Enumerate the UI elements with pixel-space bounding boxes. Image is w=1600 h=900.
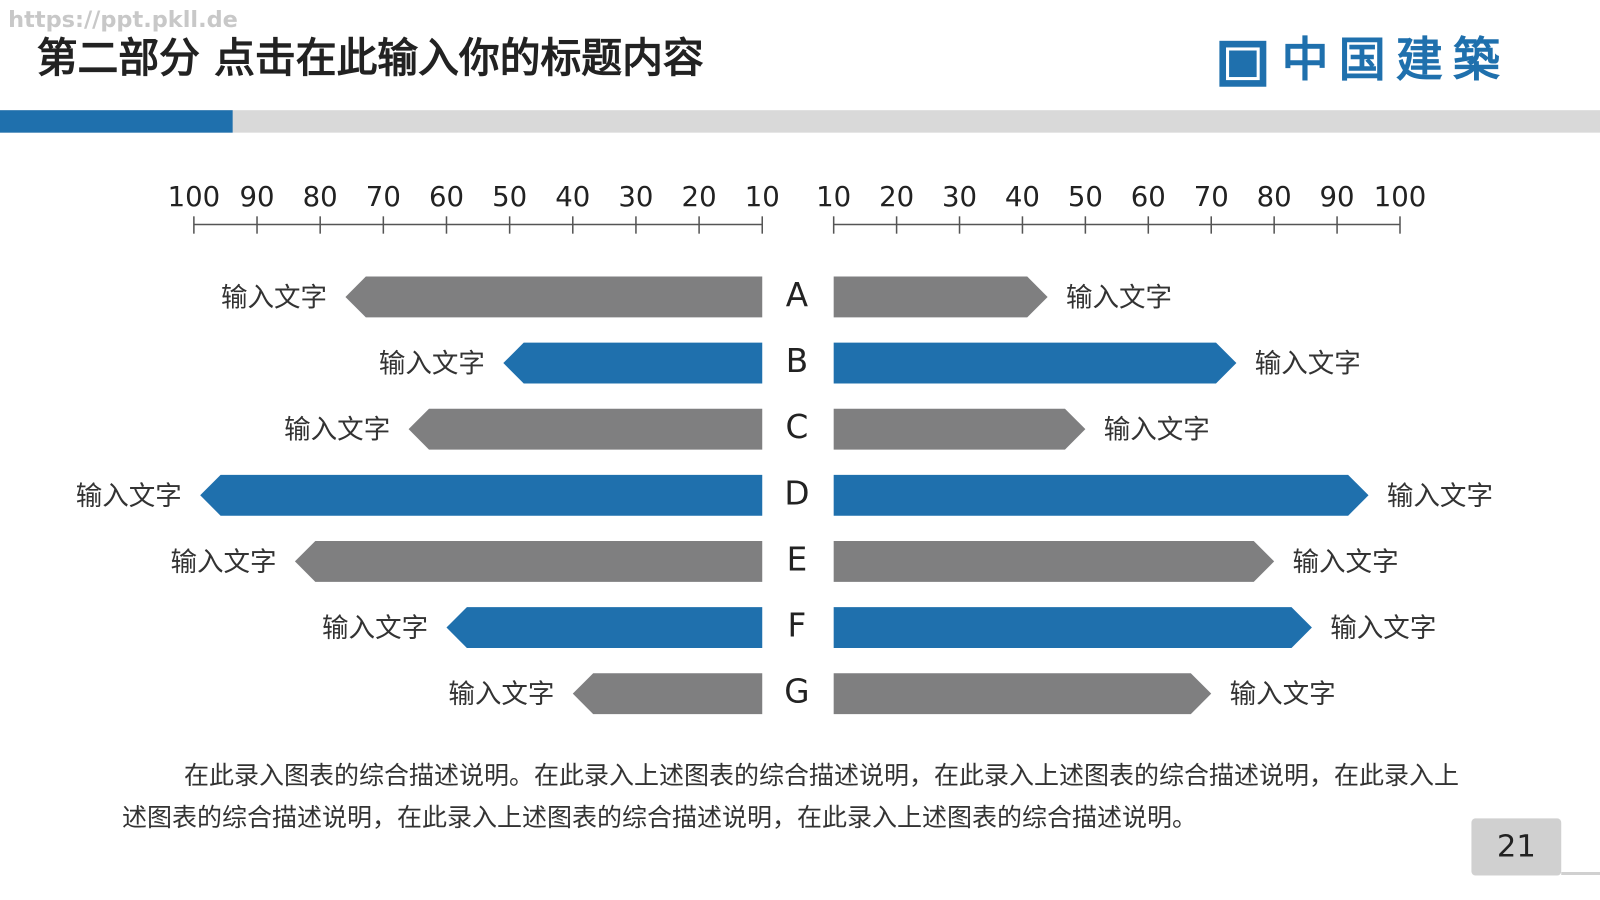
x-tick-label: 100	[1374, 181, 1427, 213]
bar-label: 输入文字	[76, 481, 182, 512]
bar	[408, 408, 763, 450]
x-tick-label: 30	[618, 181, 653, 213]
bar-label: 输入文字	[1230, 679, 1336, 710]
page-number-box	[1471, 818, 1562, 876]
header-band	[0, 110, 1600, 133]
category-label: B	[786, 342, 808, 380]
category-label: C	[786, 408, 809, 446]
bar	[833, 408, 1086, 450]
bar-label: 输入文字	[379, 349, 485, 380]
page-number: 21	[1497, 829, 1536, 864]
x-tick-label: 10	[745, 181, 780, 213]
bar	[833, 607, 1312, 648]
x-tick-label: 70	[1194, 181, 1229, 213]
x-tick-label: 40	[555, 181, 590, 213]
bar	[833, 474, 1369, 516]
watermark: https://ppt.pkll.de	[8, 7, 238, 33]
bar-label: 输入文字	[1293, 547, 1399, 578]
x-tick-label: 100	[168, 181, 221, 213]
x-tick-label: 20	[682, 181, 717, 213]
bar	[345, 276, 763, 318]
header-accent	[0, 110, 233, 133]
bar-label: 输入文字	[1066, 282, 1172, 313]
x-tick-label: 90	[239, 181, 274, 213]
category-label: A	[786, 276, 809, 314]
bar	[503, 342, 763, 384]
x-tick-label: 40	[1005, 181, 1040, 213]
bar-label: 输入文字	[170, 547, 276, 578]
slide-title: 第二部分 点击在此输入你的标题内容	[37, 34, 704, 82]
category-label: F	[788, 607, 807, 645]
bar	[572, 673, 763, 715]
x-tick-label: 10	[816, 181, 851, 213]
bar	[446, 607, 763, 648]
category-label: D	[784, 474, 809, 512]
bar	[833, 541, 1275, 582]
x-tick-label: 70	[366, 181, 401, 213]
x-tick-label: 30	[942, 181, 977, 213]
bar-label: 输入文字	[1104, 415, 1210, 446]
bar-label: 输入文字	[221, 282, 327, 313]
bar-label: 输入文字	[1330, 613, 1436, 644]
bar-label: 输入文字	[448, 679, 554, 710]
logo-icon-inner	[1226, 47, 1260, 81]
x-tick-label: 50	[492, 181, 527, 213]
bar-label: 输入文字	[1387, 481, 1493, 512]
x-tick-label: 60	[1131, 181, 1166, 213]
bar-label: 输入文字	[284, 415, 390, 446]
bar	[833, 342, 1237, 384]
x-tick-label: 80	[303, 181, 338, 213]
bar	[833, 276, 1048, 318]
bar-label: 输入文字	[322, 613, 428, 644]
bar	[294, 541, 763, 582]
category-label: E	[787, 540, 808, 578]
x-tick-label: 20	[879, 181, 914, 213]
bar	[833, 673, 1212, 715]
logo-text: 中国建築	[1282, 33, 1511, 88]
x-tick-label: 90	[1320, 181, 1355, 213]
x-tick-label: 80	[1257, 181, 1292, 213]
description: 在此录入图表的综合描述说明。在此录入上述图表的综合描述说明，在此录入上述图表的综…	[122, 761, 1460, 832]
x-tick-label: 60	[429, 181, 464, 213]
bar	[200, 474, 763, 516]
category-label: G	[784, 673, 809, 711]
x-tick-label: 50	[1068, 181, 1103, 213]
bar-label: 输入文字	[1255, 349, 1361, 380]
